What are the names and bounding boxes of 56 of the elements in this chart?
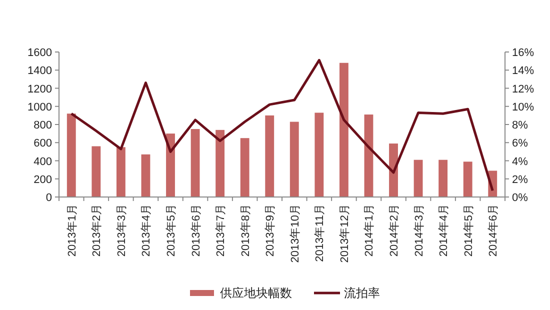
x-tick-label: 2014年6月: [488, 204, 500, 257]
bar: [240, 138, 250, 197]
bar: [116, 147, 126, 197]
y2-tick-label: 4%: [512, 156, 528, 168]
y-tick-label: 600: [34, 138, 52, 150]
x-tick-label: 2014年5月: [462, 204, 475, 257]
y2-tick-label: 2%: [512, 174, 528, 186]
y-tick-label: 200: [34, 174, 52, 186]
bar: [166, 134, 175, 197]
bar: [92, 146, 101, 197]
bar: [314, 112, 324, 197]
line-series: [70, 58, 494, 192]
y-tick-label: 400: [34, 156, 52, 168]
y2-tick-label: 14%: [512, 65, 534, 78]
bar: [265, 115, 274, 197]
x-tick-label: 2014年2月: [388, 204, 400, 257]
y-tick-label: 1600: [28, 47, 52, 59]
bar: [339, 62, 348, 197]
x-tick-label: 2013年6月: [190, 204, 202, 257]
y-tick-label: 800: [34, 120, 52, 132]
legend-label: 流拍率: [344, 286, 380, 300]
x-tick-label: 2013年7月: [215, 204, 228, 257]
y2-tick-label: 12%: [512, 83, 534, 96]
y2-tick-label: 10%: [512, 101, 534, 114]
bar: [190, 129, 200, 197]
y2-tick-label: 6%: [512, 138, 528, 150]
y-tick-label: 0: [46, 192, 52, 204]
bar: [66, 114, 76, 197]
x-tick-label: 2013年10月: [289, 204, 302, 263]
y2-tick-label: 16%: [512, 47, 534, 59]
x-tick-label: 2013年9月: [264, 204, 277, 257]
x-tick-label: 2014年4月: [438, 204, 450, 257]
y2-tick-label: 0%: [512, 192, 528, 204]
x-tick-label: 2013年5月: [166, 204, 178, 257]
x-tick-label: 2013年2月: [91, 204, 104, 257]
x-tick-label: 2013年1月: [66, 204, 78, 257]
bar: [364, 114, 374, 197]
y-tick-label: 1200: [28, 83, 52, 96]
bar: [438, 160, 448, 197]
x-tick-label: 2013年8月: [240, 204, 252, 257]
x-tick-label: 2013年11月: [314, 204, 326, 262]
x-tick-label: 2013年12月: [338, 204, 351, 263]
bar: [463, 162, 472, 197]
x-tick-label: 2013年4月: [140, 204, 153, 257]
x-tick-label: 2014年1月: [364, 204, 376, 257]
y-tick-label: 1400: [28, 65, 52, 78]
bar: [389, 144, 398, 197]
bar: [290, 122, 299, 197]
bar: [216, 130, 225, 197]
x-tick-label: 2013年3月: [116, 204, 128, 257]
bar: [141, 154, 150, 197]
legend-label: 供应地块幅数: [220, 286, 292, 300]
y2-tick-label: 8%: [512, 120, 528, 132]
y-tick-label: 1000: [28, 101, 52, 114]
x-tick-label: 2014年3月: [413, 204, 426, 257]
bar: [414, 160, 423, 197]
